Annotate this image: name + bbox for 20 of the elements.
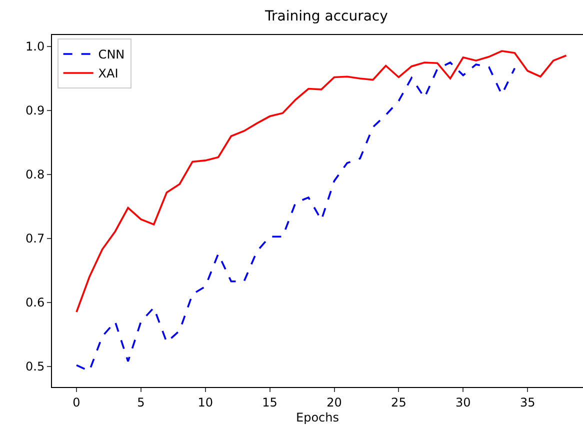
y-tick-label: 0.5 [26,360,45,374]
x-tick-label: 10 [198,395,214,410]
line-series [76,50,568,314]
y-tick-label: 0.6 [26,296,45,310]
x-tick-label: 20 [326,395,342,410]
x-tick-label: 5 [137,395,145,410]
x-axis-title: Epochs [296,410,339,424]
x-tick-label: 35 [520,395,536,410]
x-tick-label: 30 [456,395,471,410]
x-tick-label: 25 [391,395,406,410]
x-tick-label: 0 [72,395,80,410]
x-tick-label: 15 [262,395,278,410]
y-tick-label: 1.0 [26,40,45,54]
y-tick-label: 0.7 [26,232,45,246]
chart-title: Training accuracy [264,8,388,25]
y-tick-label: 0.8 [26,168,45,182]
legend-label: XAI [98,66,118,81]
legend-label: CNN [98,48,125,62]
y-tick-label: 0.9 [26,104,45,118]
line-series [76,62,516,372]
